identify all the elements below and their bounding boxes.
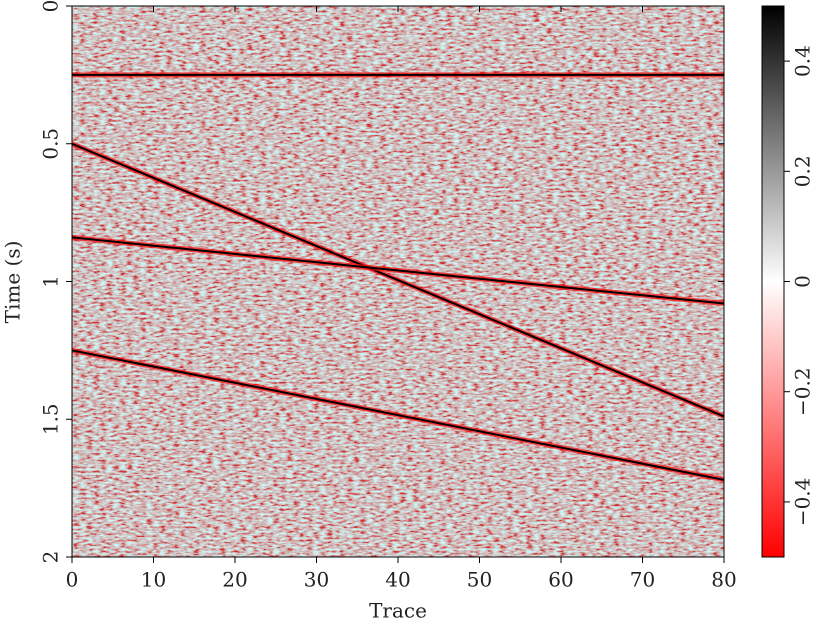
x-tick-label: 50: [467, 568, 492, 592]
colorbar-tick-label: −0.2: [791, 367, 815, 416]
x-tick-label: 70: [630, 568, 655, 592]
y-tick-label: 2: [39, 551, 63, 564]
colorbar-tick-label: 0.2: [791, 155, 815, 187]
x-tick-label: 80: [711, 568, 736, 592]
event-line: [72, 236, 724, 305]
x-tick-label: 60: [548, 568, 573, 592]
colorbar-tick-label: 0.4: [791, 45, 815, 77]
event-line: [72, 349, 724, 481]
colorbar-tick-label: 0: [791, 275, 815, 288]
y-tick-label: 1.5: [39, 403, 63, 435]
y-tick-label: 0.5: [39, 128, 63, 160]
x-tick-label: 10: [141, 568, 166, 592]
x-axis-title: Trace: [369, 599, 427, 623]
x-tick-label: 20: [222, 568, 247, 592]
x-tick-label: 0: [66, 568, 79, 592]
x-tick-label: 40: [385, 568, 410, 592]
colorbar: [761, 5, 785, 558]
y-axis-title: Time (s): [1, 241, 25, 324]
y-tick-label: 1: [39, 275, 63, 288]
y-tick-label: 0: [39, 0, 63, 12]
x-tick-label: 30: [304, 568, 329, 592]
colorbar-tick-label: −0.4: [791, 478, 815, 527]
event-line: [72, 142, 724, 418]
